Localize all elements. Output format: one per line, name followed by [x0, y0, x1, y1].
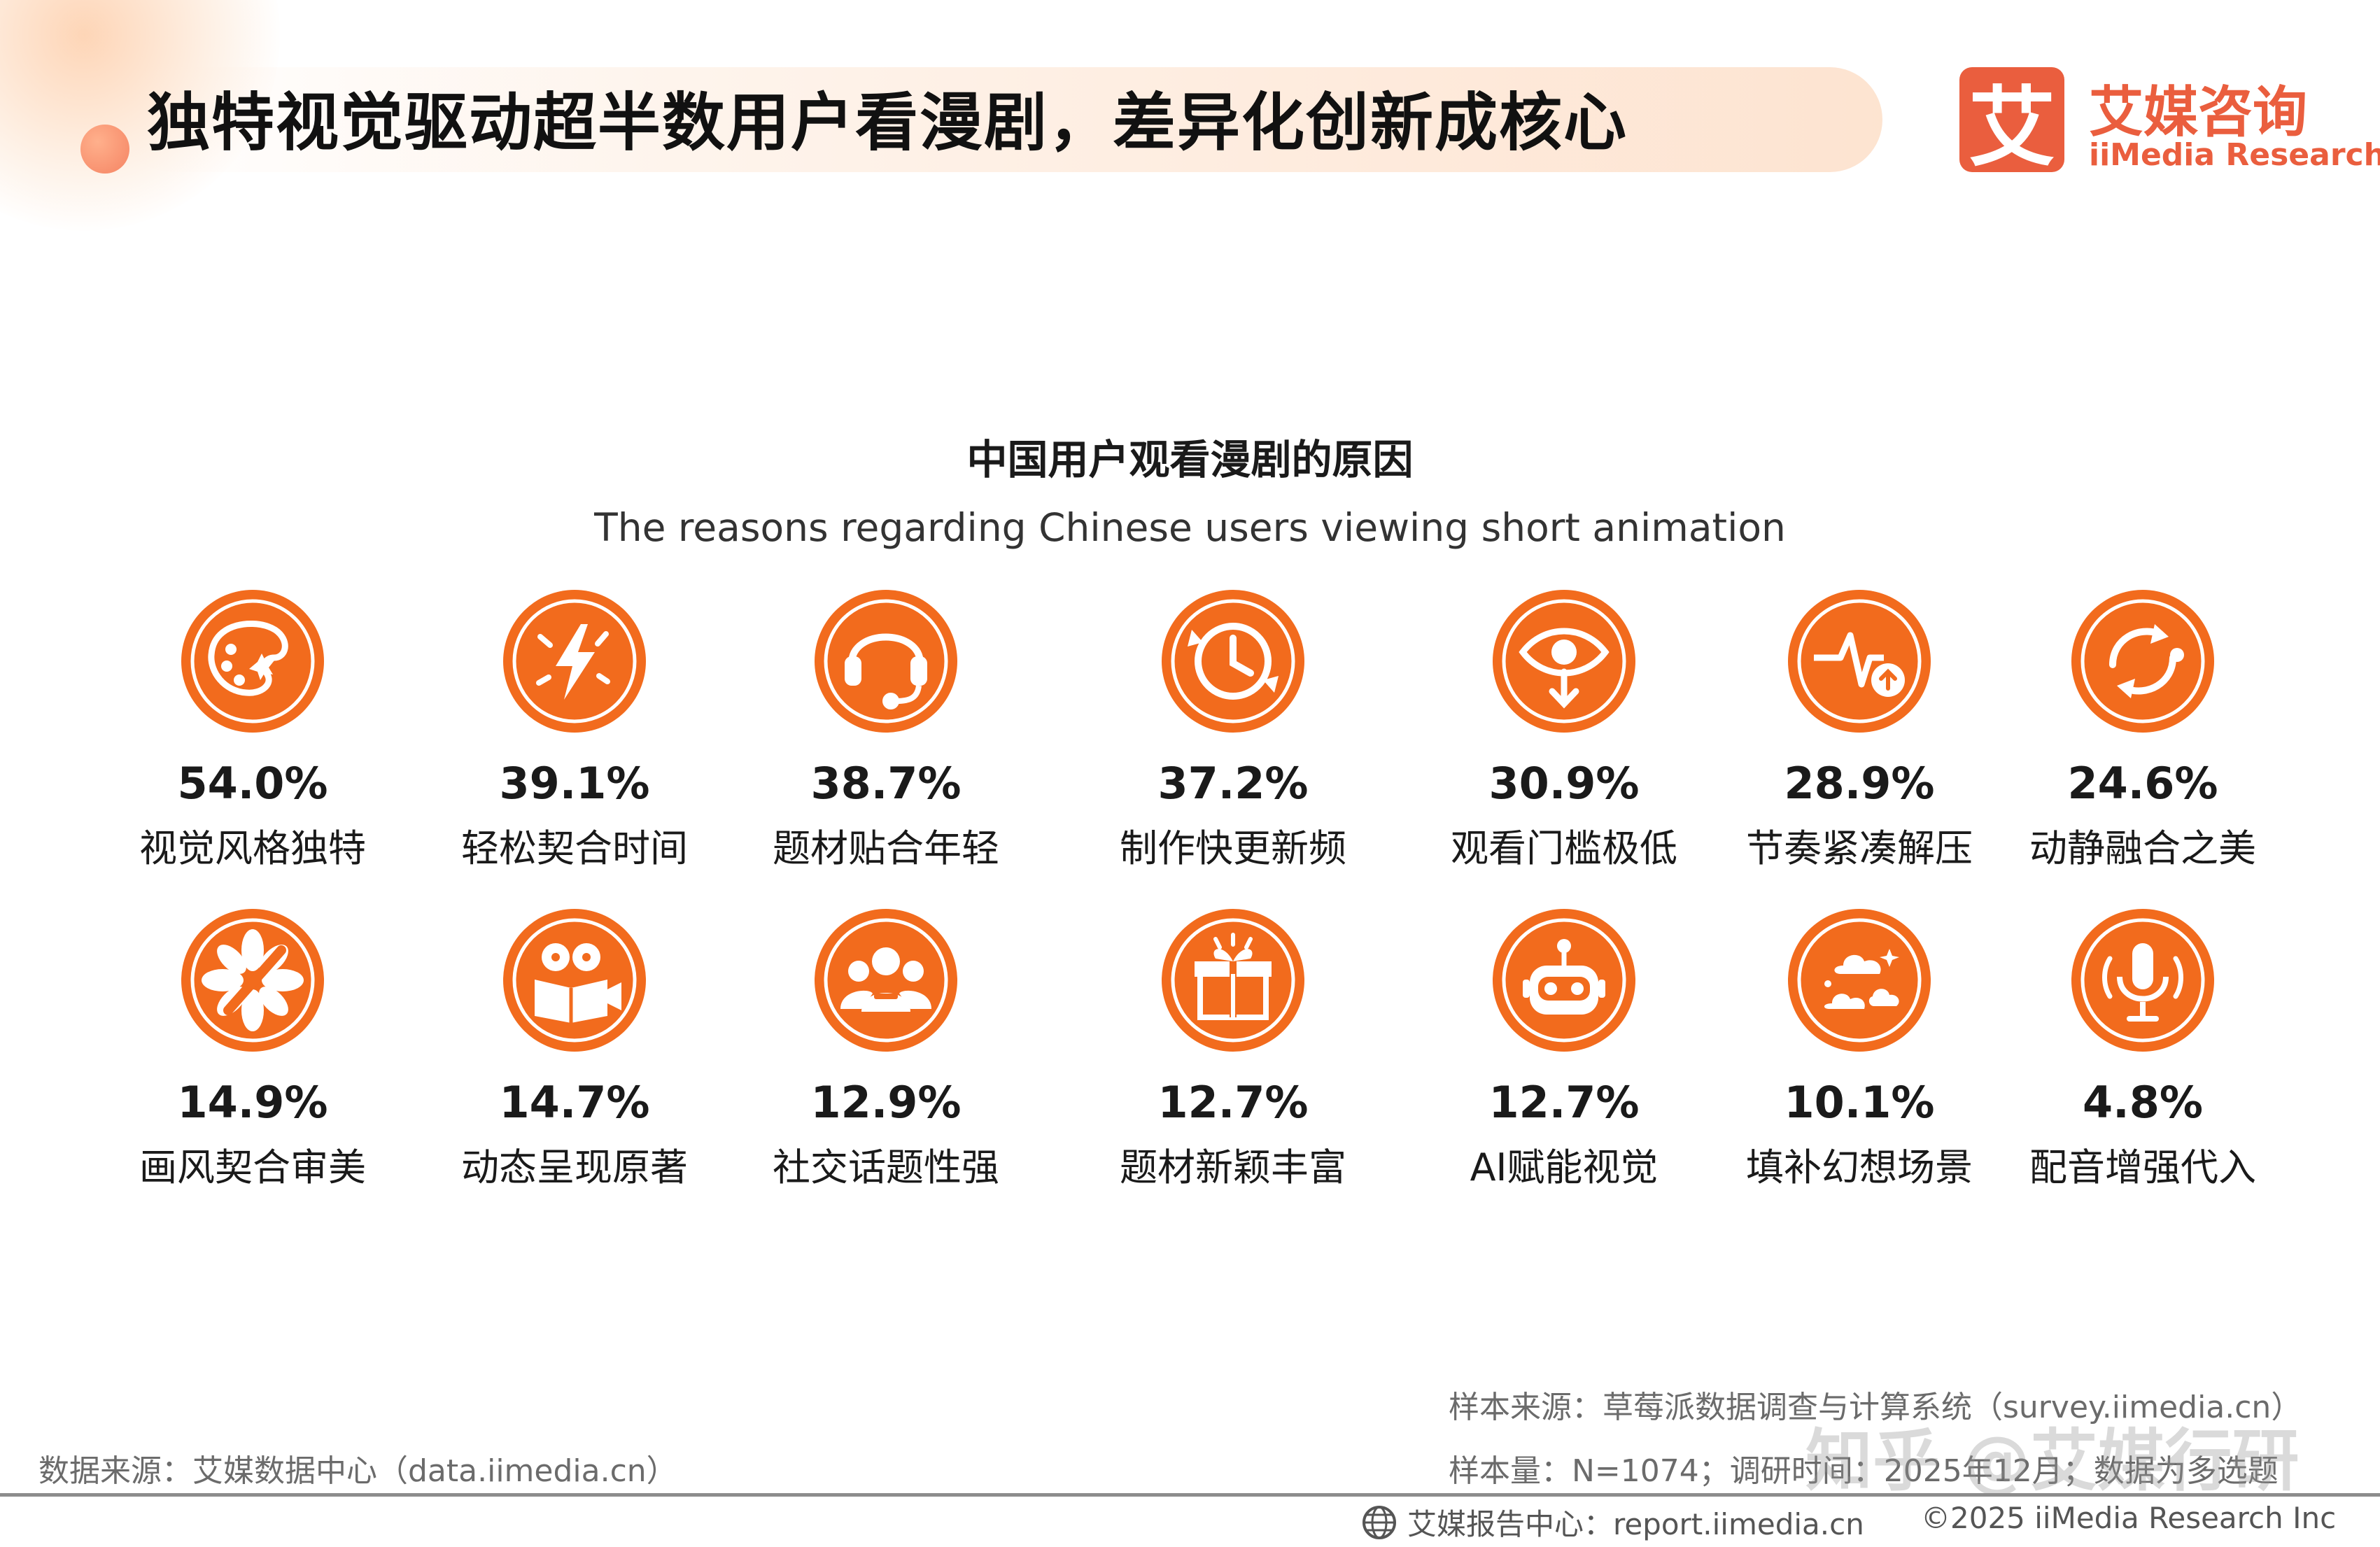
globe-icon — [1362, 1505, 1396, 1539]
reason-label: 动态呈现原著 — [461, 1145, 688, 1189]
reason-item: 24.6% 动静融合之美 — [1982, 588, 2304, 873]
reason-label: 节奏紧凑解压 — [1746, 826, 1973, 870]
reason-item: 12.9% 社交话题性强 — [725, 907, 1047, 1192]
reason-item: 30.9% 观看门槛极低 — [1403, 588, 1725, 873]
reason-value: 12.7% — [1488, 1077, 1640, 1128]
sample-size: 样本量：N=1074；调研时间：2025年12月；数据为多选题 — [1449, 1453, 2279, 1489]
report-center-text: 艾媒报告中心：report.iimedia.cn — [1407, 1507, 1864, 1541]
reason-label: 动静融合之美 — [2029, 826, 2256, 870]
reason-value: 39.1% — [499, 758, 650, 809]
clock-refresh-icon — [1160, 588, 1307, 735]
reason-item: 28.9% 节奏紧凑解压 — [1698, 588, 2020, 873]
reason-value: 54.0% — [177, 758, 328, 809]
group-icon — [812, 907, 959, 1054]
reason-label: AI赋能视觉 — [1470, 1145, 1659, 1189]
reason-item: 12.7% AI赋能视觉 — [1403, 907, 1725, 1192]
reason-label: 社交话题性强 — [773, 1145, 999, 1189]
reason-value: 24.6% — [2067, 758, 2218, 809]
page-headline: 独特视觉驱动超半数用户看漫剧，差异化创新成核心 — [147, 86, 1628, 160]
logo-name-cn: 艾媒咨询 — [2089, 81, 2308, 144]
reason-item: 37.2% 制作快更新频 — [1072, 588, 1394, 873]
reason-value: 37.2% — [1157, 758, 1309, 809]
flower-brush-icon — [179, 907, 326, 1054]
reason-label: 制作快更新频 — [1120, 826, 1346, 870]
footer-divider — [0, 1493, 2380, 1497]
logo-name-en: iiMedia Research — [2089, 137, 2380, 173]
eye-download-icon — [1491, 588, 1638, 735]
reason-value: 14.7% — [499, 1077, 650, 1128]
reason-item: 14.9% 画风契合审美 — [92, 907, 414, 1192]
reason-item: 4.8% 配音增强代入 — [1982, 907, 2304, 1192]
microphone-icon — [2069, 907, 2216, 1054]
palette-icon — [179, 588, 326, 735]
clouds-icon — [1786, 907, 1933, 1054]
cycle-icon — [2069, 588, 2216, 735]
copyright: ©2025 iiMedia Research Inc — [1921, 1501, 2337, 1535]
reason-value: 38.7% — [810, 758, 962, 809]
decorative-dot — [80, 125, 129, 174]
robot-icon — [1491, 907, 1638, 1054]
reason-label: 题材新颖丰富 — [1120, 1145, 1346, 1189]
logo-mark: 艾 — [1959, 67, 2064, 178]
chart-subtitle: The reasons regarding Chinese users view… — [594, 505, 1786, 550]
pulse-upload-icon — [1786, 588, 1933, 735]
reason-label: 填补幻想场景 — [1746, 1145, 1973, 1189]
data-source: 数据来源：艾媒数据中心（data.iimedia.cn） — [38, 1453, 677, 1489]
reason-item: 12.7% 题材新颖丰富 — [1072, 907, 1394, 1192]
reason-item: 10.1% 填补幻想场景 — [1698, 907, 2020, 1192]
headset-icon — [812, 588, 959, 735]
reason-item: 54.0% 视觉风格独特 — [92, 588, 414, 873]
reason-label: 配音增强代入 — [2029, 1145, 2256, 1189]
reason-label: 视觉风格独特 — [139, 826, 366, 870]
reason-value: 12.7% — [1157, 1077, 1309, 1128]
report-center: 艾媒报告中心：report.iimedia.cn — [1361, 1501, 1864, 1544]
reason-label: 题材贴合年轻 — [773, 826, 999, 870]
reason-label: 画风契合审美 — [139, 1145, 366, 1189]
sample-source: 样本来源：草莓派数据调查与计算系统（survey.iimedia.cn） — [1449, 1390, 2302, 1425]
reason-item: 14.7% 动态呈现原著 — [414, 907, 735, 1192]
reason-value: 4.8% — [2083, 1077, 2203, 1128]
chart-title: 中国用户观看漫剧的原因 — [966, 436, 1414, 483]
gift-icon — [1160, 907, 1307, 1054]
film-book-icon — [501, 907, 648, 1054]
watermark: 知乎 @艾媒行研 — [1805, 1422, 2300, 1500]
reason-label: 轻松契合时间 — [461, 826, 688, 870]
title-background — [119, 67, 1882, 172]
reason-item: 39.1% 轻松契合时间 — [414, 588, 735, 873]
reason-item: 38.7% 题材贴合年轻 — [725, 588, 1047, 873]
reason-value: 12.9% — [810, 1077, 962, 1128]
reason-value: 30.9% — [1488, 758, 1640, 809]
reason-label: 观看门槛极低 — [1451, 826, 1677, 870]
reason-value: 28.9% — [1784, 758, 1935, 809]
lightning-icon — [501, 588, 648, 735]
reason-value: 10.1% — [1784, 1077, 1935, 1128]
reason-value: 14.9% — [177, 1077, 328, 1128]
